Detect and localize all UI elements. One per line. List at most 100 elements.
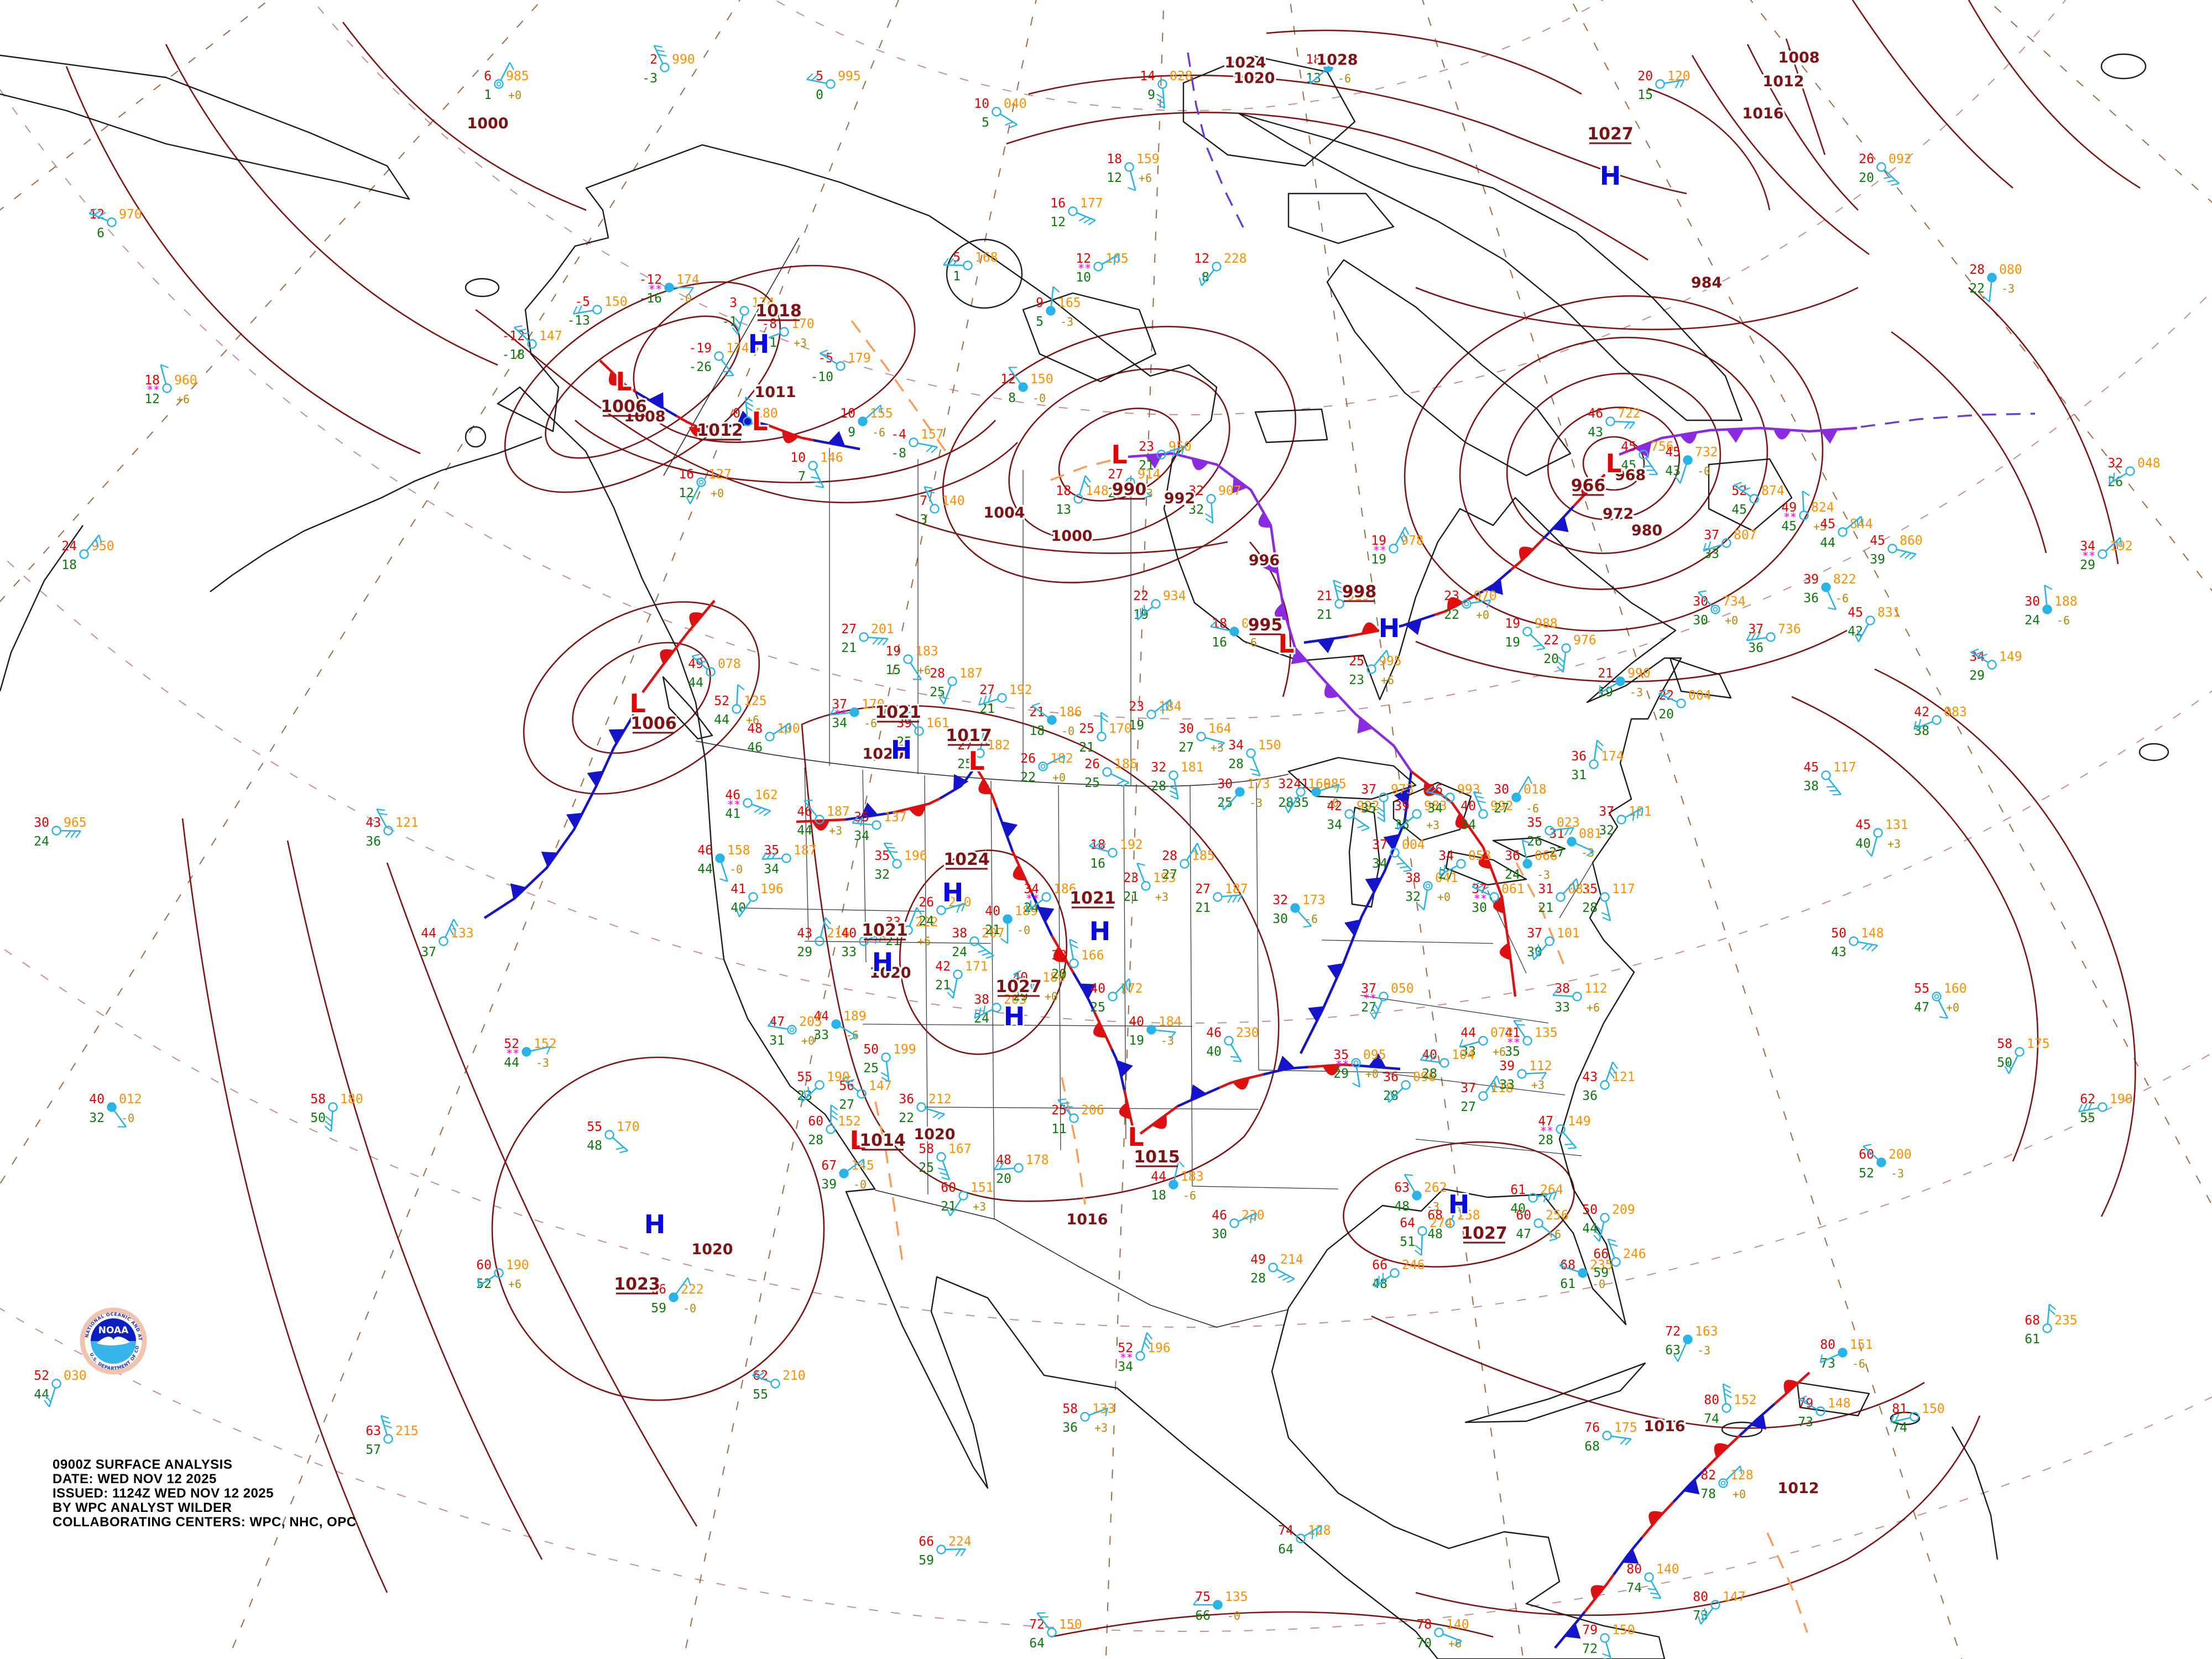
station-circle — [1296, 1533, 1306, 1543]
station-circle — [1445, 1218, 1455, 1228]
isobar-label: 1008 — [1778, 49, 1819, 66]
svg-text:62: 62 — [2080, 1092, 2095, 1107]
svg-text:32: 32 — [1599, 823, 1614, 838]
station-circle — [669, 1292, 679, 1302]
wind-barb — [86, 534, 100, 552]
svg-text:201: 201 — [871, 622, 894, 637]
svg-text:37: 37 — [421, 945, 436, 959]
svg-text:13: 13 — [1306, 71, 1321, 86]
svg-text:186: 186 — [1053, 882, 1077, 896]
station-plot: 30 30 734 +0 — [1693, 590, 1746, 628]
svg-text:095: 095 — [1363, 1048, 1386, 1062]
front-semicircle — [1361, 622, 1379, 634]
svg-text:30: 30 — [1272, 912, 1288, 926]
wind-barb — [768, 1025, 789, 1030]
logo-sky — [91, 1318, 136, 1341]
svg-text:-0: -0 — [1061, 724, 1074, 738]
svg-text:1: 1 — [484, 88, 492, 102]
wind-barb — [1423, 889, 1428, 910]
svg-text:**: ** — [1373, 544, 1386, 557]
station-plot: 76 68 175 — [1584, 1421, 1637, 1454]
wind-barb — [721, 358, 734, 376]
svg-text:19: 19 — [1371, 552, 1386, 567]
svg-text:992: 992 — [1357, 799, 1380, 813]
wind-barb — [1541, 1225, 1558, 1239]
station-circle — [815, 815, 825, 825]
wind-barb — [949, 1198, 962, 1217]
svg-text:+6: +6 — [917, 935, 931, 948]
svg-text:212: 212 — [928, 1092, 952, 1107]
station-circle — [1987, 273, 1997, 283]
svg-text:55: 55 — [753, 1387, 768, 1402]
station-circle — [1644, 1572, 1654, 1582]
svg-text:230: 230 — [1241, 1208, 1265, 1223]
station-circle — [1069, 958, 1079, 968]
svg-text:150: 150 — [604, 295, 628, 309]
front-semicircle — [909, 804, 926, 817]
front-semicircle — [1151, 1114, 1167, 1129]
svg-text:151: 151 — [971, 1181, 994, 1195]
station-circle — [914, 726, 924, 736]
station-plot: 79 72 150 — [1582, 1623, 1635, 1659]
trough-lines — [851, 52, 2036, 1633]
svg-text:31: 31 — [769, 1034, 785, 1048]
station-plot: 44 18 183 -6 — [1151, 1160, 1204, 1203]
station-plot: 0 -4 180 — [725, 397, 778, 440]
station-plot: 80 74 152 — [1704, 1383, 1757, 1426]
wind-barb — [1036, 1613, 1050, 1630]
front-triangle — [1368, 1053, 1386, 1068]
svg-text:27: 27 — [1108, 467, 1123, 482]
wind-barb — [1845, 515, 1862, 530]
stationary-front — [974, 765, 1055, 936]
station-plot: 63 48 262 -3 — [1394, 1173, 1447, 1214]
station-circle — [1445, 792, 1455, 802]
svg-text:35: 35 — [1361, 801, 1376, 816]
station-plot: 36 24 066 -3 — [1505, 839, 1558, 882]
wind-barb — [1013, 973, 1032, 984]
svg-text:34: 34 — [854, 829, 869, 843]
station-circle — [1151, 599, 1161, 609]
svg-text:11: 11 — [1051, 1122, 1067, 1136]
svg-text:37: 37 — [1748, 622, 1764, 637]
station-circle — [1718, 1478, 1728, 1488]
front-segment — [1554, 1610, 1586, 1649]
wind-barb — [752, 1374, 772, 1383]
svg-text:37: 37 — [1460, 1081, 1476, 1095]
svg-text:39: 39 — [821, 1177, 837, 1192]
svg-text:63: 63 — [1665, 1343, 1681, 1358]
station-circle — [1600, 1213, 1610, 1223]
info-line: COLLABORATING CENTERS: WPC, NHC, OPC — [53, 1515, 357, 1530]
svg-text:66: 66 — [651, 1282, 666, 1297]
front-semicircle — [1648, 1511, 1663, 1526]
svg-text:23: 23 — [1129, 700, 1144, 714]
station-circle — [1412, 809, 1422, 819]
station-circle — [604, 1130, 614, 1140]
svg-text:-13: -13 — [567, 314, 590, 328]
station-plot: 30 24 965 — [34, 816, 86, 849]
station-circle — [1073, 494, 1083, 504]
svg-text:46: 46 — [1206, 1026, 1222, 1040]
svg-text:40: 40 — [1206, 1045, 1222, 1059]
svg-text:74: 74 — [1704, 1412, 1719, 1426]
wind-barb — [1938, 999, 1949, 1019]
svg-text:048: 048 — [2137, 456, 2161, 471]
svg-text:44: 44 — [714, 713, 729, 727]
svg-text:831: 831 — [1877, 606, 1901, 620]
station-circle — [1456, 859, 1466, 869]
station-circle — [1489, 892, 1499, 902]
svg-text:152: 152 — [838, 1114, 861, 1129]
svg-text:-3: -3 — [1060, 315, 1073, 328]
front-triangle — [1344, 919, 1361, 936]
svg-text:180: 180 — [755, 406, 778, 421]
svg-text:-3: -3 — [2001, 282, 2015, 295]
wind-barb — [1297, 910, 1312, 927]
svg-text:081: 081 — [1579, 827, 1602, 841]
